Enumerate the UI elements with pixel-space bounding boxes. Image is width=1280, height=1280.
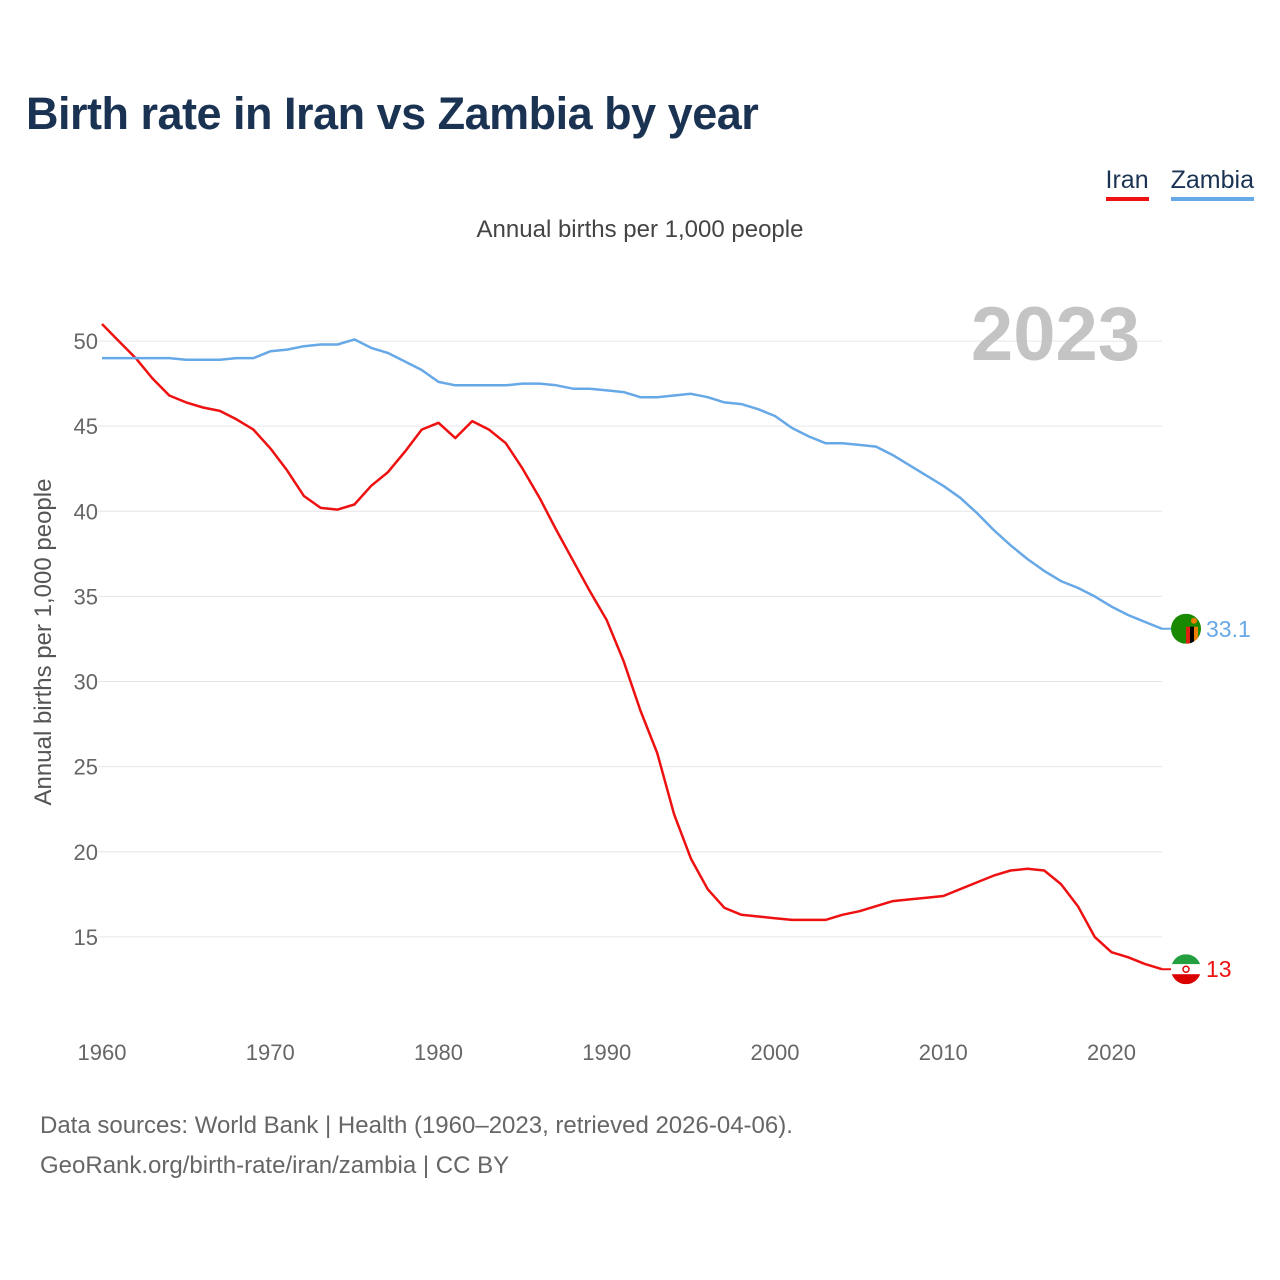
y-tick-label: 50: [74, 329, 98, 354]
zambia-flag-icon: [1171, 613, 1201, 644]
x-tick-label: 2010: [919, 1040, 968, 1065]
chart-title: Birth rate in Iran vs Zambia by year: [26, 88, 759, 139]
y-axis-label: Annual births per 1,000 people: [30, 479, 57, 806]
end-value-label-iran: 13: [1206, 956, 1232, 982]
x-tick-label: 1960: [78, 1040, 127, 1065]
footer: Data sources: World Bank | Health (1960–…: [40, 1106, 793, 1186]
end-value-label-zambia: 33.1: [1206, 616, 1251, 642]
legend-item-iran[interactable]: Iran: [1105, 166, 1149, 201]
y-tick-label: 40: [74, 499, 98, 524]
y-tick-label: 20: [74, 840, 98, 865]
year-watermark: 2023: [971, 292, 1140, 377]
legend-item-zambia[interactable]: Zambia: [1170, 166, 1254, 201]
y-tick-label: 45: [74, 414, 98, 439]
x-tick-label: 1970: [246, 1040, 295, 1065]
legend: Iran Zambia: [1105, 166, 1254, 201]
y-tick-label: 30: [74, 670, 98, 695]
x-tick-label: 2020: [1087, 1040, 1136, 1065]
series-line-zambia: [102, 338, 1163, 630]
footer-sources: Data sources: World Bank | Health (1960–…: [40, 1112, 793, 1139]
x-tick-label: 2000: [751, 1040, 800, 1065]
y-tick-label: 35: [74, 584, 98, 609]
y-tick-label: 15: [74, 925, 98, 950]
footer-link[interactable]: GeoRank.org/birth-rate/iran/zambia | CC …: [40, 1152, 510, 1179]
x-tick-label: 1990: [582, 1040, 631, 1065]
y-tick-label: 25: [74, 755, 98, 780]
x-tick-label: 1980: [414, 1040, 463, 1065]
chart-subtitle: Annual births per 1,000 people: [476, 216, 804, 243]
iran-flag-icon: [1171, 954, 1201, 985]
series-line-iran: [101, 323, 1163, 971]
